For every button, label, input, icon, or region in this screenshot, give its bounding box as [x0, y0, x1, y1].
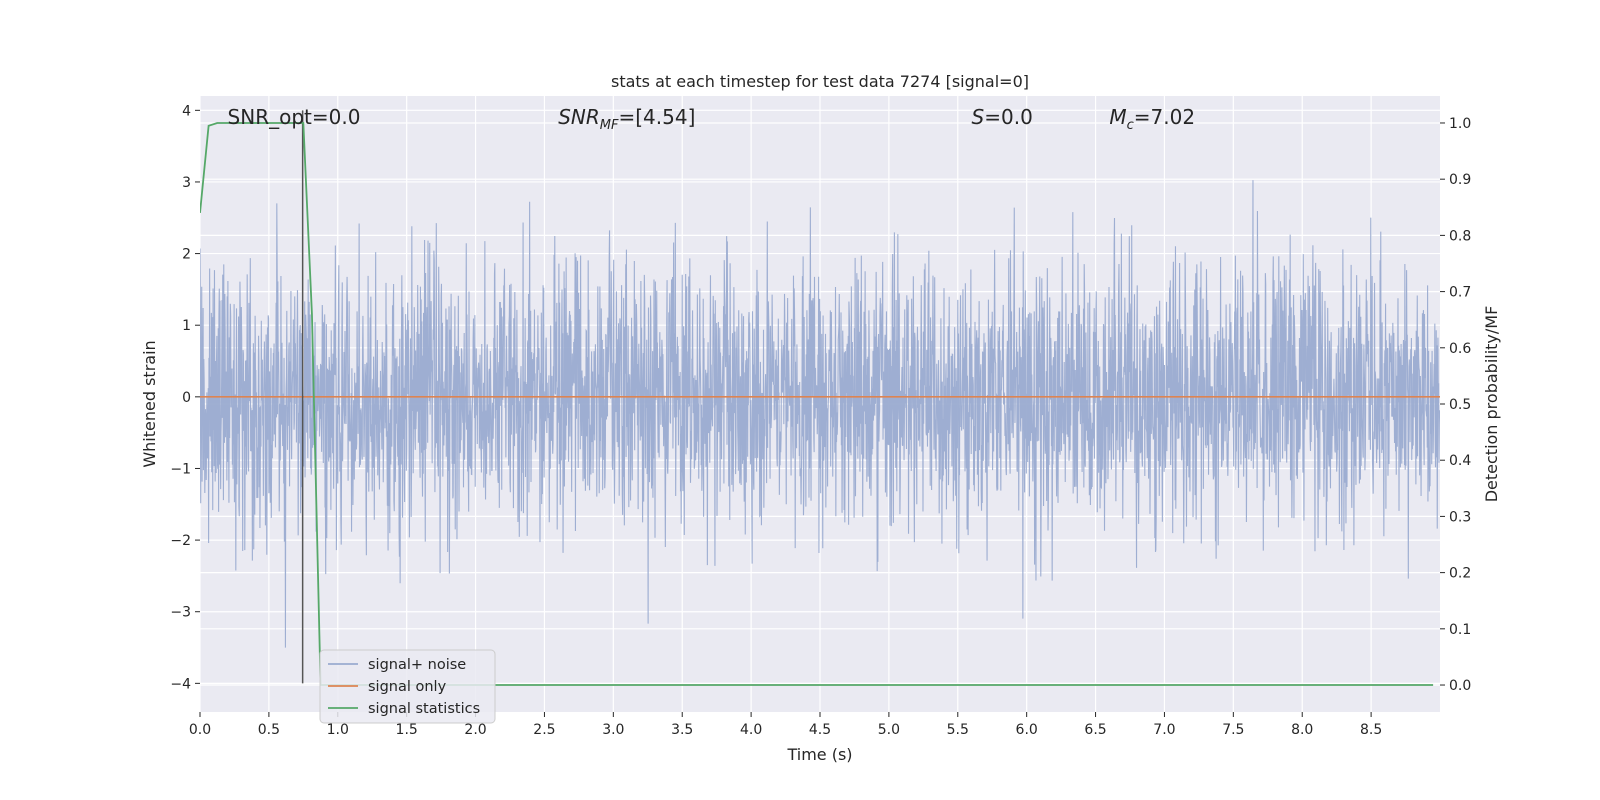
- y-tick-label: −3: [170, 605, 191, 621]
- y-right-tick-label: 0.8: [1449, 228, 1471, 244]
- x-tick-label: 0.0: [189, 722, 211, 738]
- annotation-3: S=0.0: [972, 105, 1033, 129]
- y-right-tick-label: 0.6: [1449, 341, 1471, 357]
- y-right-tick-label: 0.5: [1449, 397, 1471, 413]
- y-right-tick-label: 0.2: [1449, 566, 1471, 582]
- annotations: SNR_opt=0.0 SNRMF=[4.54] S=0.0 Mc=7.02: [228, 105, 1195, 133]
- y-tick-label: 3: [182, 175, 191, 191]
- x-tick-label: 6.5: [1084, 722, 1106, 738]
- y-right-tick-label: 0.3: [1449, 509, 1471, 525]
- x-tick-label: 0.5: [258, 722, 280, 738]
- y-right-tick-label: 0.0: [1449, 678, 1471, 694]
- x-tick-label: 3.0: [602, 722, 624, 738]
- series-signal-noise-line: [200, 180, 1440, 648]
- x-tick-label: 5.5: [947, 722, 969, 738]
- legend-box: [319, 649, 496, 724]
- y-tick-label: 2: [182, 247, 191, 263]
- legend-label: signal only: [368, 679, 447, 695]
- legend-label: signal statistics: [368, 701, 480, 717]
- chart-title: stats at each timestep for test data 727…: [611, 72, 1029, 91]
- y-tick-label: −4: [170, 676, 191, 692]
- legend-label: signal+ noise: [368, 657, 466, 673]
- x-axis-label: Time (s): [786, 745, 852, 764]
- x-tick-label: 7.5: [1222, 722, 1244, 738]
- y-tick-label: 0: [182, 390, 191, 406]
- data-layer: [200, 110, 1440, 686]
- x-tick-label: 8.5: [1360, 722, 1382, 738]
- annotation-1: SNR_opt=0.0: [228, 105, 361, 129]
- x-tick-label: 8.0: [1291, 722, 1313, 738]
- y-right-tick-label: 1.0: [1449, 116, 1471, 132]
- x-tick-label: 3.5: [671, 722, 693, 738]
- y-axis-label: Whitened strain: [140, 340, 159, 467]
- x-tick-label: 1.5: [396, 722, 418, 738]
- y-tick-label: 1: [182, 318, 191, 334]
- x-tick-label: 6.0: [1016, 722, 1038, 738]
- y-axis-label-right: Detection probability/MF: [1482, 306, 1501, 503]
- y-tick-label: 4: [182, 103, 191, 119]
- x-tick-label: 2.5: [533, 722, 555, 738]
- y-tick-label: −1: [170, 461, 191, 477]
- y-tick-label: −2: [170, 533, 191, 549]
- x-tick-label: 4.0: [740, 722, 762, 738]
- annotation-4: Mc=7.02: [1109, 105, 1195, 133]
- y-right-tick-label: 0.7: [1449, 285, 1471, 301]
- legend: signal+ noise signal only signal statistic…: [319, 649, 496, 724]
- x-tick-label: 5.0: [878, 722, 900, 738]
- x-tick-label: 7.0: [1153, 722, 1175, 738]
- y-right-tick-label: 0.4: [1449, 453, 1471, 469]
- y-right-tick-label: 0.9: [1449, 172, 1471, 188]
- axes: 0.0 0.5 1.0 1.5 2.0 2.5 3.0 3.5 4.0 4.5 5.0 5.5 6.0 6…: [170, 103, 1471, 738]
- annotation-2: SNRMF=[4.54]: [558, 105, 695, 133]
- series-signal-statistics-line: [200, 122, 1434, 686]
- x-tick-label: 2.0: [464, 722, 486, 738]
- x-tick-label: 1.0: [327, 722, 349, 738]
- y-right-tick-label: 0.1: [1449, 622, 1471, 638]
- x-tick-label: 4.5: [809, 722, 831, 738]
